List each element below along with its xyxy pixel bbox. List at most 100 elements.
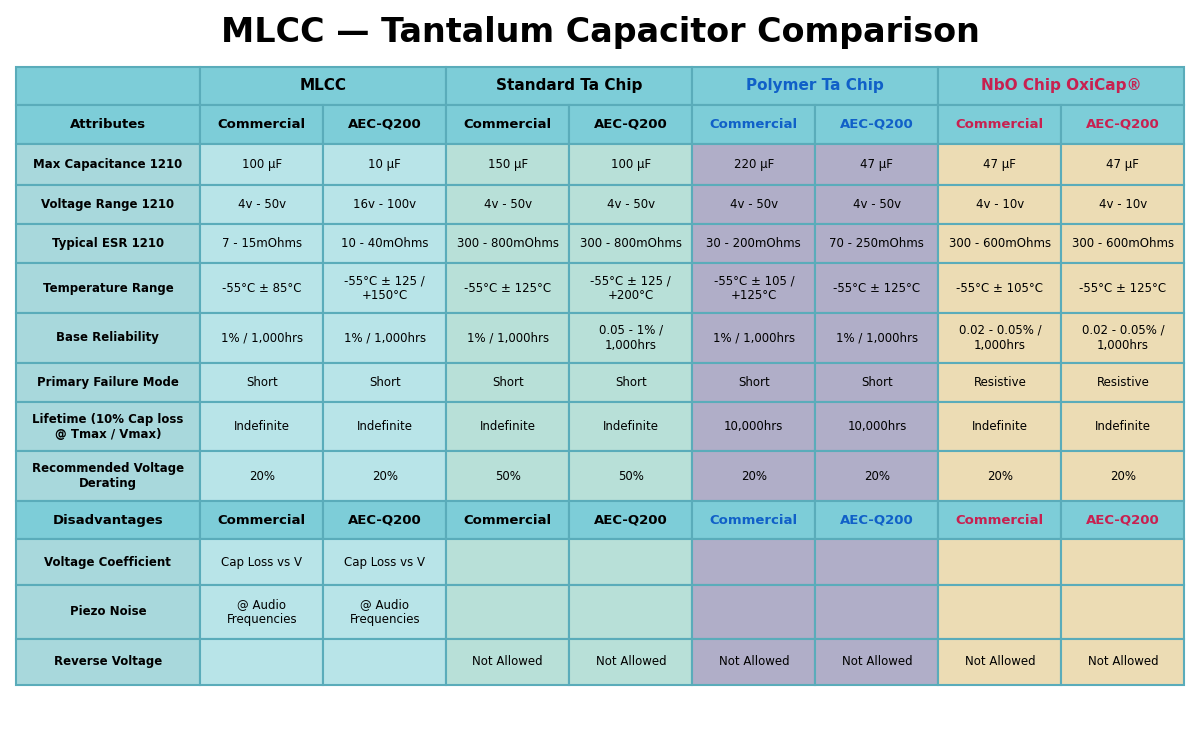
Text: Not Allowed: Not Allowed [965, 655, 1036, 668]
Bar [815, 501, 938, 539]
Bar [1061, 402, 1184, 451]
Bar [16, 402, 200, 451]
Bar [446, 105, 569, 144]
Text: Short: Short [368, 376, 401, 388]
Text: Short: Short [492, 376, 523, 388]
Bar [446, 144, 569, 185]
Bar [200, 67, 446, 105]
Bar [446, 313, 569, 363]
Bar [16, 67, 200, 105]
Bar [692, 402, 815, 451]
Bar [938, 585, 1061, 639]
Bar [1061, 639, 1184, 684]
Bar [569, 539, 692, 585]
Text: Cap Loss vs V: Cap Loss vs V [344, 556, 425, 569]
Bar [938, 402, 1061, 451]
Bar [446, 639, 569, 684]
Text: Resistive: Resistive [973, 376, 1026, 388]
Text: Commercial: Commercial [709, 118, 798, 131]
Text: 100 µF: 100 µF [611, 158, 650, 171]
Text: 20%: 20% [248, 470, 275, 482]
Text: 300 - 600mOhms: 300 - 600mOhms [949, 238, 1051, 250]
Text: 4v - 50v: 4v - 50v [607, 198, 655, 211]
Text: 100 µF: 100 µF [241, 158, 282, 171]
Text: Indefinite: Indefinite [1094, 420, 1151, 433]
Text: 16v - 100v: 16v - 100v [353, 198, 416, 211]
Bar [569, 313, 692, 363]
Bar [323, 313, 446, 363]
Bar [938, 67, 1184, 105]
Bar [16, 263, 200, 313]
Text: AEC-Q200: AEC-Q200 [840, 118, 913, 131]
Bar [323, 263, 446, 313]
Text: 30 - 200mOhms: 30 - 200mOhms [707, 238, 802, 250]
Bar [1061, 451, 1184, 501]
Bar [815, 185, 938, 224]
Text: -55°C ± 85°C: -55°C ± 85°C [222, 282, 301, 295]
Text: Primary Failure Mode: Primary Failure Mode [37, 376, 179, 388]
Bar [16, 639, 200, 684]
Bar [323, 451, 446, 501]
Text: 300 - 600mOhms: 300 - 600mOhms [1072, 238, 1174, 250]
Text: 47 µF: 47 µF [984, 158, 1016, 171]
Bar [446, 402, 569, 451]
Text: Indefinite: Indefinite [234, 420, 289, 433]
Bar [569, 451, 692, 501]
Bar [323, 144, 446, 185]
Text: AEC-Q200: AEC-Q200 [840, 514, 913, 527]
Bar [1061, 539, 1184, 585]
Text: 1% / 1,000hrs: 1% / 1,000hrs [221, 332, 302, 344]
Bar [692, 363, 815, 402]
Bar [16, 585, 200, 639]
Text: Voltage Coefficient: Voltage Coefficient [44, 556, 172, 569]
Text: 300 - 800mOhms: 300 - 800mOhms [580, 238, 682, 250]
Bar [692, 105, 815, 144]
Bar [692, 263, 815, 313]
Text: AEC-Q200: AEC-Q200 [1086, 118, 1159, 131]
Text: -55°C ± 125 /
+200°C: -55°C ± 125 / +200°C [590, 275, 671, 302]
Bar [323, 639, 446, 684]
Text: Typical ESR 1210: Typical ESR 1210 [52, 238, 164, 250]
Bar [1061, 585, 1184, 639]
Bar [692, 185, 815, 224]
Text: 4v - 50v: 4v - 50v [730, 198, 778, 211]
Text: 50%: 50% [618, 470, 643, 482]
Text: 0.02 - 0.05% /
1,000hrs: 0.02 - 0.05% / 1,000hrs [959, 324, 1042, 352]
Text: Base Reliability: Base Reliability [56, 332, 160, 344]
Bar [323, 185, 446, 224]
Text: MLCC: MLCC [300, 78, 347, 93]
Bar [1061, 105, 1184, 144]
Text: 0.05 - 1% /
1,000hrs: 0.05 - 1% / 1,000hrs [599, 324, 662, 352]
Text: 10 - 40mOhms: 10 - 40mOhms [341, 238, 428, 250]
Text: Not Allowed: Not Allowed [841, 655, 912, 668]
Bar [1061, 313, 1184, 363]
Bar [16, 185, 200, 224]
Bar [692, 451, 815, 501]
Text: AEC-Q200: AEC-Q200 [594, 514, 667, 527]
Bar [938, 639, 1061, 684]
Bar [938, 363, 1061, 402]
Bar [446, 67, 692, 105]
Text: 1% / 1,000hrs: 1% / 1,000hrs [343, 332, 426, 344]
Bar [200, 501, 323, 539]
Bar [692, 67, 938, 105]
Bar [200, 451, 323, 501]
Text: Not Allowed: Not Allowed [473, 655, 544, 668]
Text: Commercial: Commercial [463, 514, 552, 527]
Text: 220 µF: 220 µF [733, 158, 774, 171]
Bar [692, 639, 815, 684]
Text: Disadvantages: Disadvantages [53, 514, 163, 527]
Bar [446, 585, 569, 639]
Text: 10,000hrs: 10,000hrs [724, 420, 784, 433]
Text: Short: Short [860, 376, 893, 388]
Text: 1% / 1,000hrs: 1% / 1,000hrs [713, 332, 794, 344]
Bar [569, 501, 692, 539]
Text: 4v - 10v: 4v - 10v [976, 198, 1024, 211]
Bar [323, 224, 446, 263]
Bar [569, 105, 692, 144]
Text: Reverse Voltage: Reverse Voltage [54, 655, 162, 668]
Text: Indefinite: Indefinite [972, 420, 1028, 433]
Text: Max Capacitance 1210: Max Capacitance 1210 [34, 158, 182, 171]
Bar [16, 313, 200, 363]
Bar [200, 185, 323, 224]
